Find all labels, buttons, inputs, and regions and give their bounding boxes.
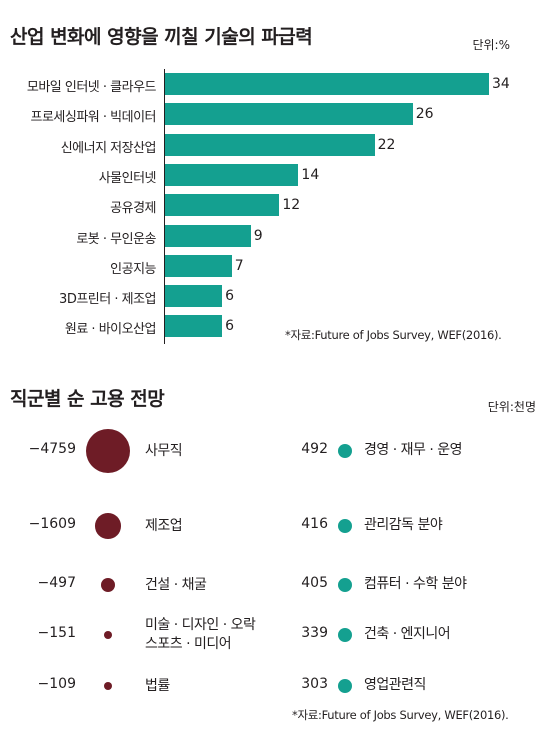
bubble-chart-title: 직군별 순 고용 전망	[10, 388, 165, 410]
bar-value-label: 26	[415, 106, 434, 123]
bar-chart-axis-line	[164, 69, 165, 344]
negative-category-label: 건설 · 채굴	[145, 576, 207, 595]
negative-value-label: −4759	[28, 441, 76, 457]
negative-category-label-line: 법률	[145, 677, 170, 694]
negative-value-label: −109	[37, 676, 76, 692]
bubble-chart-source: *자료:Future of Jobs Survey, WEF(2016).	[292, 708, 509, 722]
bar-category-label: 공유경제	[110, 201, 156, 217]
negative-category-label-line: 스포츠 · 미디어	[145, 636, 232, 652]
negative-value-label: −497	[37, 575, 76, 591]
positive-value-label: 303	[301, 676, 328, 692]
negative-category-label-line: 사무직	[145, 442, 183, 459]
bar	[165, 133, 375, 156]
bar	[165, 194, 280, 217]
bar	[165, 315, 223, 338]
positive-value-label: 492	[301, 441, 328, 457]
bar-value-label: 7	[234, 257, 244, 274]
bar-category-label: 인공지능	[110, 261, 156, 277]
negative-bubble	[95, 513, 121, 539]
bar-category-label: 원료 · 바이오산업	[64, 322, 157, 338]
negative-category-label-line: 제조업	[145, 517, 183, 534]
negative-value-label: −151	[37, 625, 76, 641]
positive-bubble	[338, 578, 352, 592]
bar-value-label: 12	[282, 197, 301, 214]
bar-chart-unit: 단위:%	[472, 38, 510, 52]
bar	[165, 224, 251, 247]
negative-category-label: 법률	[145, 677, 170, 696]
bar-value-label: 6	[225, 288, 235, 305]
negative-category-label: 제조업	[145, 517, 183, 536]
bar	[165, 103, 413, 126]
bar-category-label: 3D프린터 · 제조업	[59, 292, 156, 308]
positive-value-label: 416	[301, 516, 328, 532]
positive-category-label: 건축 · 엔지니어	[364, 626, 451, 642]
bar-category-label: 프로세싱파워 · 빅데이터	[30, 110, 157, 126]
positive-bubble	[338, 628, 352, 642]
bar	[165, 73, 489, 95]
positive-value-label: 339	[301, 625, 328, 641]
positive-category-label: 영업관련직	[364, 677, 426, 693]
negative-bubble	[86, 429, 130, 473]
bar-category-label: 모바일 인터넷 · 클라우드	[26, 80, 157, 95]
positive-category-label: 관리감독 분야	[364, 517, 443, 533]
positive-bubble	[338, 519, 352, 533]
bar	[165, 285, 223, 308]
bar	[165, 254, 232, 277]
bar	[165, 163, 299, 186]
positive-value-label: 405	[301, 575, 328, 591]
negative-category-label-line: 건설 · 채굴	[145, 576, 207, 593]
bar-chart-area: 모바일 인터넷 · 클라우드 34 프로세싱파워 · 빅데이터 26 신에너지 저장산업…	[0, 0, 550, 360]
bar-value-label: 9	[253, 227, 263, 244]
negative-category-label: 사무직	[145, 442, 183, 461]
bar-chart-source: *자료:Future of Jobs Survey, WEF(2016).	[285, 328, 502, 342]
positive-category-label: 컴퓨터 · 수학 분야	[364, 576, 467, 592]
bar-value-label: 34	[492, 76, 510, 92]
positive-bubble	[338, 444, 352, 458]
bar-category-label: 사물인터넷	[98, 170, 157, 186]
negative-bubble	[100, 577, 116, 593]
bar-category-label: 로봇 · 무인운송	[76, 231, 156, 247]
negative-value-label: −1609	[28, 516, 76, 532]
negative-category-label-line: 미술 · 디자인 · 오락	[145, 617, 256, 633]
positive-category-label: 경영 · 재무 · 운영	[364, 442, 462, 458]
bar-value-label: 6	[225, 318, 235, 335]
bar-category-label: 신에너지 저장산업	[60, 140, 157, 156]
negative-bubble	[104, 631, 112, 639]
bar-chart-title: 산업 변화에 영향을 끼칠 기술의 파급력	[10, 26, 313, 48]
bubble-chart-unit: 단위:천명	[487, 400, 536, 414]
positive-bubble	[338, 679, 352, 693]
negative-bubble	[104, 682, 112, 690]
bar-value-label: 22	[377, 136, 396, 153]
bar-value-label: 14	[301, 166, 320, 183]
